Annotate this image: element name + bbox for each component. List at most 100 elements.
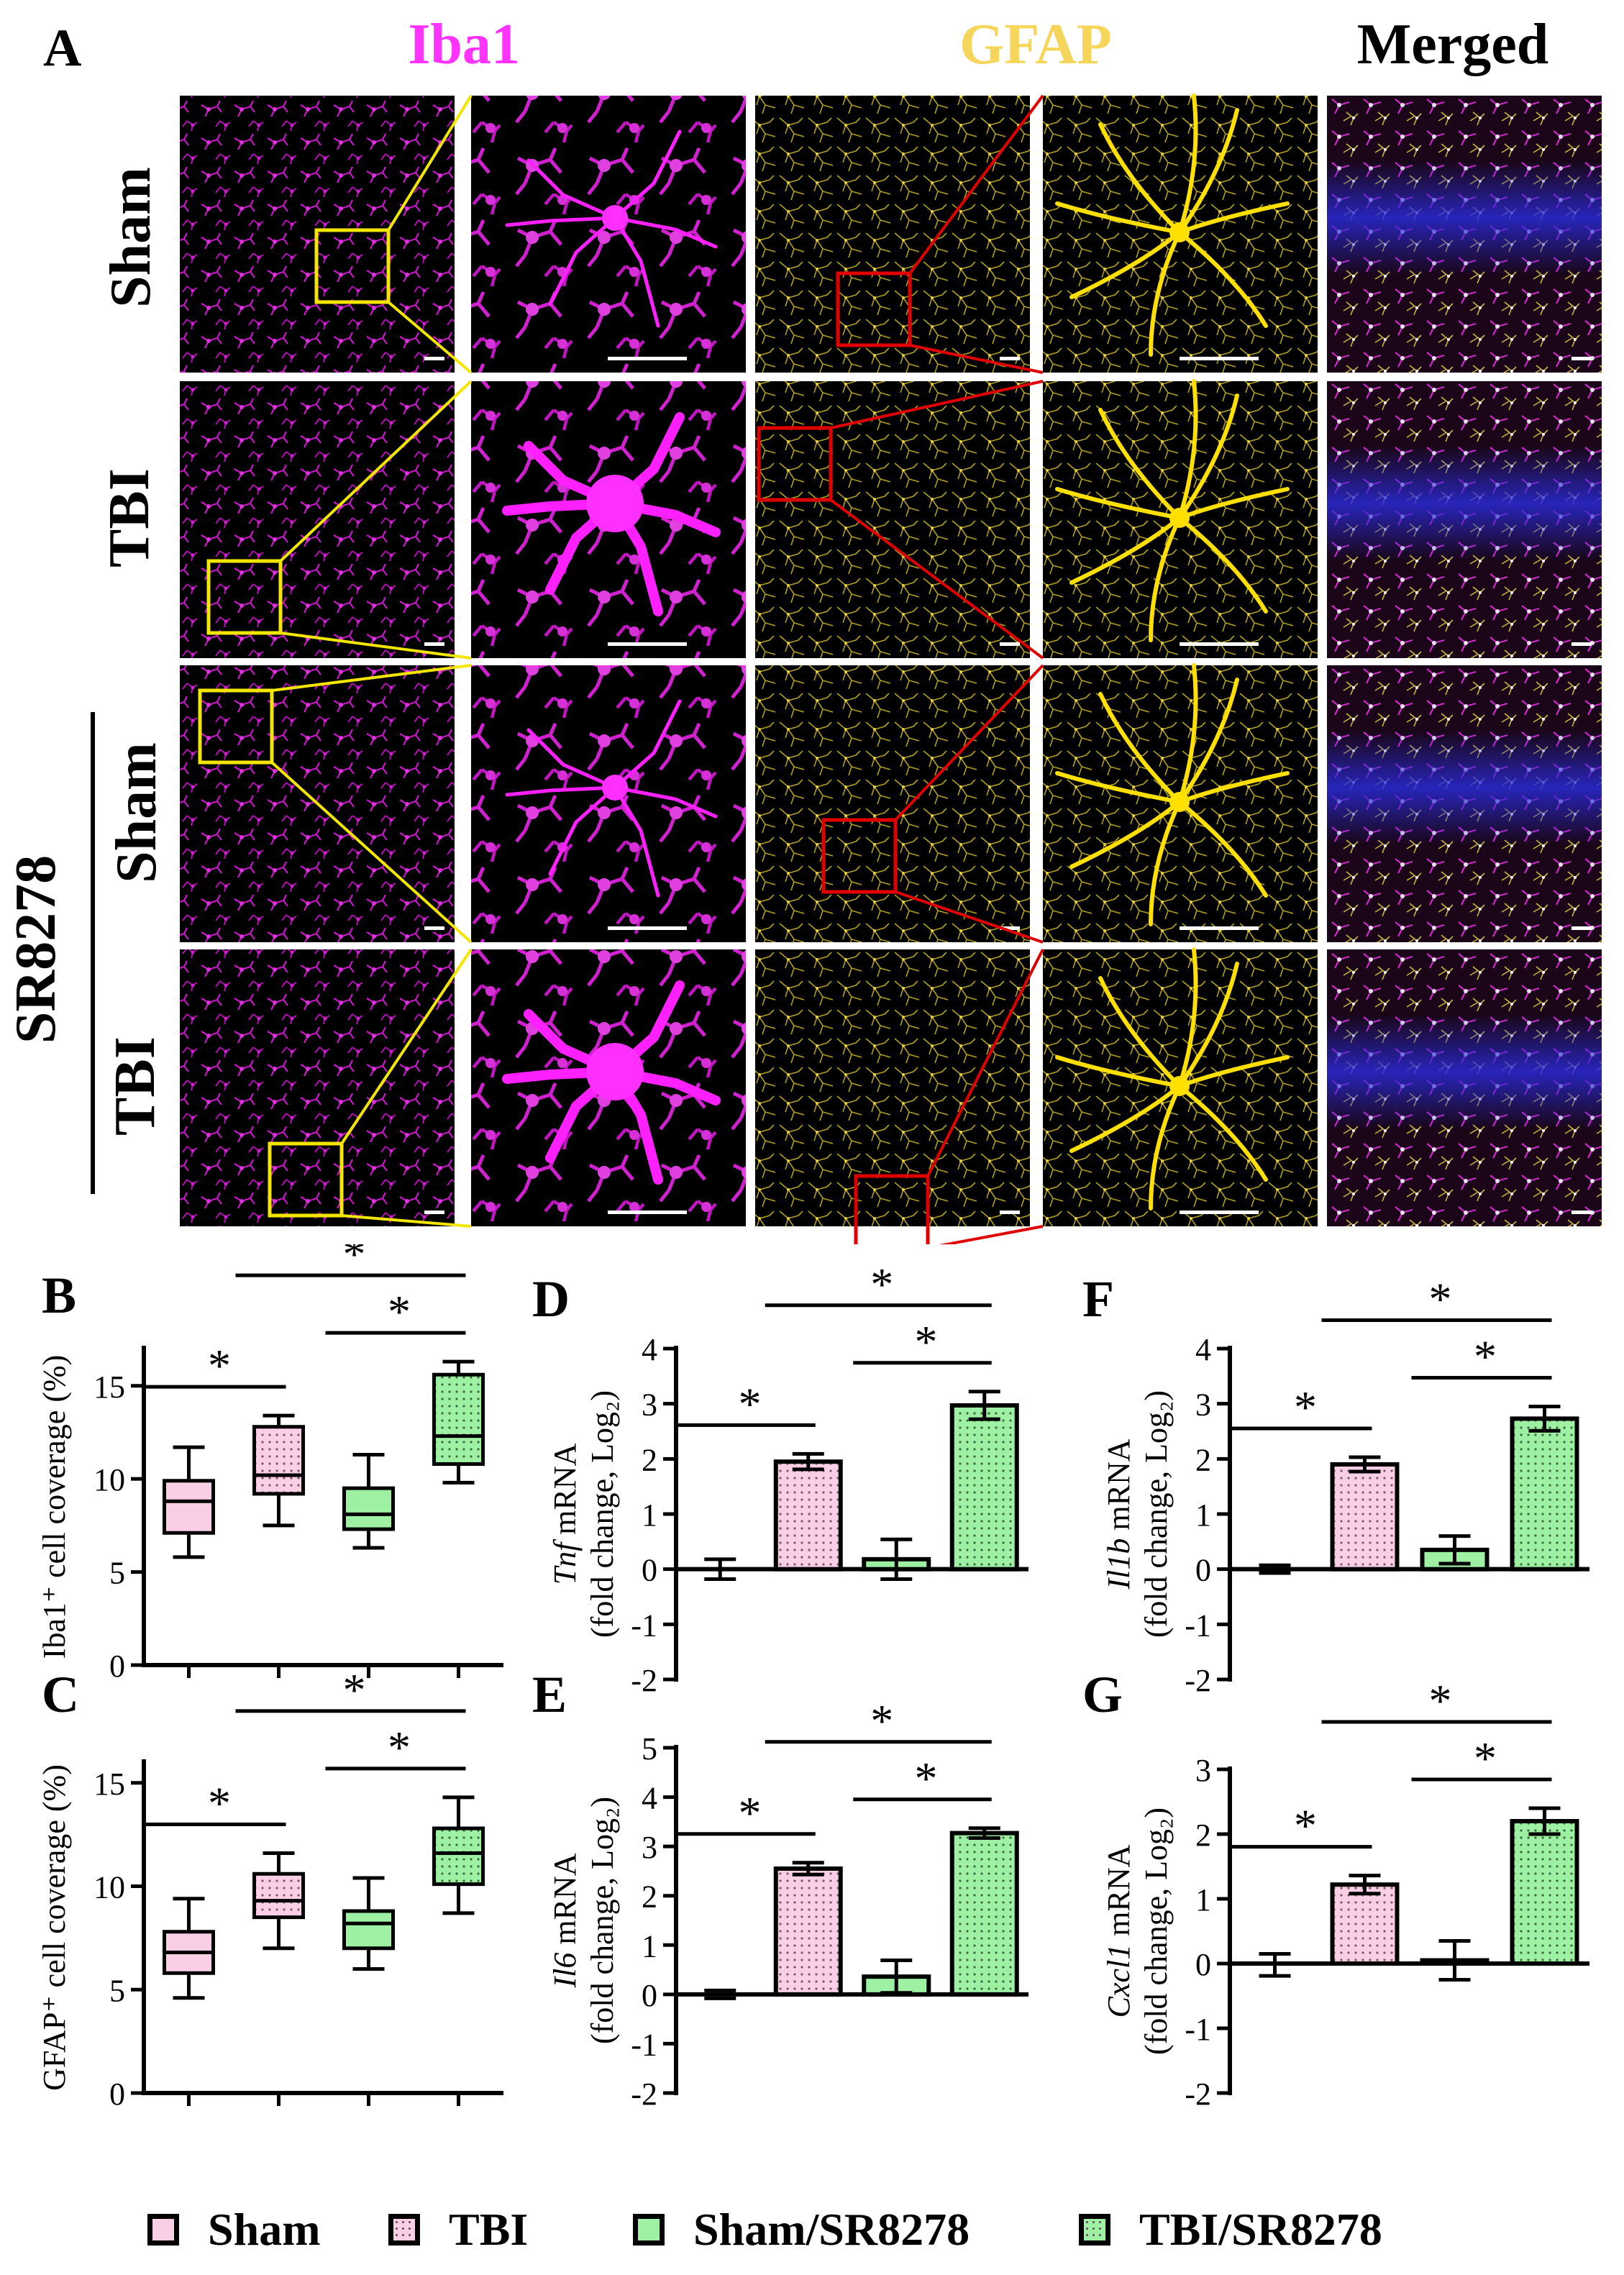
zoom-box-sham-iba1: [314, 228, 391, 304]
astrocyte-process: [1177, 487, 1290, 520]
astrocyte-process: [1149, 800, 1182, 926]
zoom-box-sr8278-tbi-gfap: [854, 1174, 930, 1244]
nuclei-band-sham: [1327, 160, 1602, 275]
astrocyte-process: [1177, 108, 1239, 234]
y-axis-label-unit: mRNA: [547, 1853, 583, 1952]
zoom-connector: [909, 344, 1044, 374]
y-axis-label: GFAP⁺ cell coverage (%): [37, 1764, 72, 2091]
zoom-connector: [939, 1225, 1044, 1244]
astrocyte-process: [1177, 201, 1290, 234]
astrocyte-process: [1177, 962, 1239, 1088]
y-tick-label: 3: [642, 1830, 657, 1865]
legend-swatch-tbi-sr8278: [1079, 2214, 1110, 2246]
y-tick-label: 2: [1195, 1818, 1211, 1853]
y-axis-label-unit: mRNA: [547, 1443, 583, 1542]
astrocyte-soma: [1169, 508, 1190, 528]
scale-bar: [1180, 926, 1259, 930]
microglia-sr8278-tbi: [502, 980, 721, 1185]
significance-star: *: [870, 1695, 893, 1746]
significance-star: *: [915, 1316, 938, 1367]
bar-2: [1420, 1547, 1490, 1572]
zoom-box-sr8278-sham-gfap: [821, 818, 898, 894]
scale-bar: [1571, 1211, 1592, 1214]
y-tick-label: -1: [631, 1608, 657, 1643]
scale-bar: [1180, 357, 1259, 360]
significance-star: *: [1474, 1331, 1497, 1382]
significance-star: *: [1429, 1274, 1452, 1325]
nuclei-band-sr8278-tbi: [1327, 1014, 1602, 1129]
astrocyte-process: [1069, 230, 1182, 299]
box-2: [342, 1486, 395, 1531]
microglia-soma: [586, 475, 644, 532]
chart-panel-e: E -2 -1 0 1 2 3 4 5 * * * Il6 mRNA (fold change, Log₂…: [532, 1666, 1028, 2112]
astrocyte-process: [1177, 800, 1268, 898]
astrocyte-process: [1177, 94, 1198, 234]
y-axis-label: Iba1⁺ cell coverage (%): [37, 1355, 72, 1659]
y-tick-label: 0: [109, 2076, 125, 2112]
y-tick-label: -1: [1185, 2012, 1211, 2047]
astrocyte-process: [1098, 976, 1182, 1088]
astrocyte-process: [1149, 1084, 1182, 1211]
scale-bar: [424, 642, 444, 646]
column-header-iba1: Iba1: [408, 13, 520, 76]
chart-panel-f: F -2 -1 0 1 2 3 4 * * * Il1b mRNA (fold change, Log₂…: [1082, 1270, 1589, 1698]
astrocyte-process: [1069, 516, 1182, 585]
significance-star: *: [208, 1778, 231, 1829]
y-tick-label: 4: [642, 1781, 657, 1816]
nuclei-band-sr8278-sham: [1327, 730, 1602, 845]
significance-star: *: [1294, 1382, 1317, 1433]
legend-label-tbi: TBI: [449, 2204, 529, 2255]
microglia-sham: [505, 129, 718, 328]
astrocyte-process: [1055, 487, 1182, 520]
microglia-process: [613, 216, 718, 249]
chart-panel-g: G -2 -1 0 1 2 3 * * * Cxcl1 mRNA (fold change, Log₂…: [1082, 1666, 1589, 2112]
astrocyte-process: [1069, 1084, 1182, 1153]
y-tick-label: 0: [109, 1649, 125, 1684]
y-tick-label: 2: [642, 1442, 657, 1477]
box-1: [252, 1871, 305, 1920]
y-tick-label: 0: [1195, 1553, 1211, 1588]
astrocyte-process: [1098, 122, 1182, 234]
microglia-process: [526, 728, 617, 790]
astrocyte-process: [1098, 408, 1182, 520]
panel-letter-g: G: [1082, 1666, 1123, 1723]
scale-bar: [1571, 926, 1592, 930]
box-1: [252, 1425, 305, 1496]
significance-star: *: [343, 1244, 366, 1280]
column-header-gfap: GFAP: [959, 13, 1112, 76]
astrocyte-process: [1177, 379, 1198, 520]
significance-star: *: [1474, 1733, 1497, 1784]
scale-bar: [608, 926, 687, 930]
astrocyte-soma: [1169, 1076, 1190, 1096]
group-bracket-line: [91, 712, 95, 1194]
y-tick-label: 3: [642, 1387, 657, 1423]
scale-bar: [1000, 357, 1020, 360]
y-axis-label-secondary: (fold change, Log₂): [1139, 1807, 1174, 2055]
astrocyte-process: [1098, 692, 1182, 804]
bar-3: [949, 1831, 1019, 1997]
microglia-tbi: [502, 412, 721, 616]
zoom-box-sham-gfap: [836, 271, 912, 347]
astrocyte-process: [1055, 201, 1182, 234]
zoom-connector: [280, 632, 472, 660]
scale-bar: [424, 926, 444, 930]
scale-bar: [608, 642, 687, 646]
astrocyte-process: [1149, 230, 1182, 357]
y-tick-label: 0: [1195, 1947, 1211, 1982]
y-axis-label: Tnf mRNA: [547, 1443, 583, 1585]
legend-item-tbi: TBI: [388, 2204, 529, 2255]
micrograph-sham-gfap-overview: [755, 96, 1030, 373]
astrocyte-sr8278-sham: [1055, 663, 1290, 926]
zoom-connector: [926, 949, 1044, 1177]
legend-label-sham-sr8278: Sham/SR8278: [693, 2204, 970, 2255]
y-axis-label-secondary: (fold change, Log₂): [585, 1390, 620, 1638]
zoom-connector: [387, 301, 473, 374]
zoom-box-sr8278-sham-iba1: [198, 688, 274, 765]
scale-bar: [1180, 1211, 1259, 1214]
microglia-process: [613, 785, 660, 898]
y-tick-label: -1: [631, 2027, 657, 2062]
significance-star: *: [208, 1340, 231, 1391]
microglia-process: [505, 216, 617, 227]
bar-1: [773, 1866, 843, 1997]
panel-letter-d: D: [532, 1270, 570, 1328]
